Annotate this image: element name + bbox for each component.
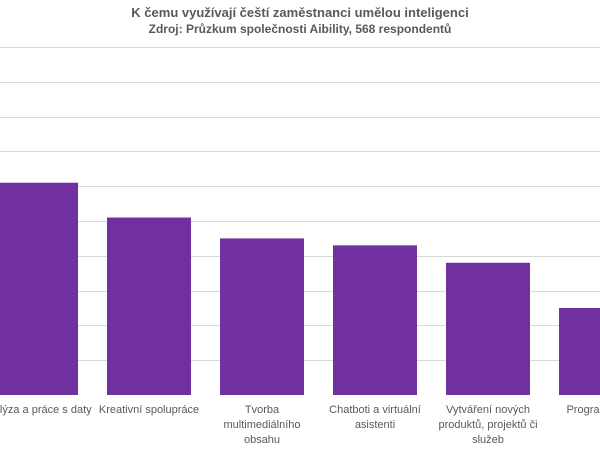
category-label: Analýza a práce s daty: [0, 404, 92, 416]
category-label: Chatboti a virtuální asistenti: [329, 404, 421, 431]
bar: [220, 238, 304, 395]
bar: [107, 217, 191, 395]
bar: [446, 262, 530, 395]
bar: [559, 308, 600, 395]
category-label: Programování: [566, 404, 600, 416]
category-label: Kreativní spolupráce: [99, 404, 199, 416]
bar: [333, 245, 417, 395]
chart-subtitle: Zdroj: Průzkum společnosti Aibility, 568…: [148, 22, 452, 36]
category-label: Tvorba multimediálního obsahu: [223, 404, 300, 446]
bars: [0, 182, 600, 395]
bar: [0, 182, 78, 395]
category-label: Vytváření nových produktů, projektů či slu…: [438, 404, 537, 446]
chart-title: K čemu využívají čeští zaměstnanci umělo…: [131, 5, 469, 20]
category-labels: Analýza a práce s daty Kreativní spoluprá…: [0, 404, 600, 446]
